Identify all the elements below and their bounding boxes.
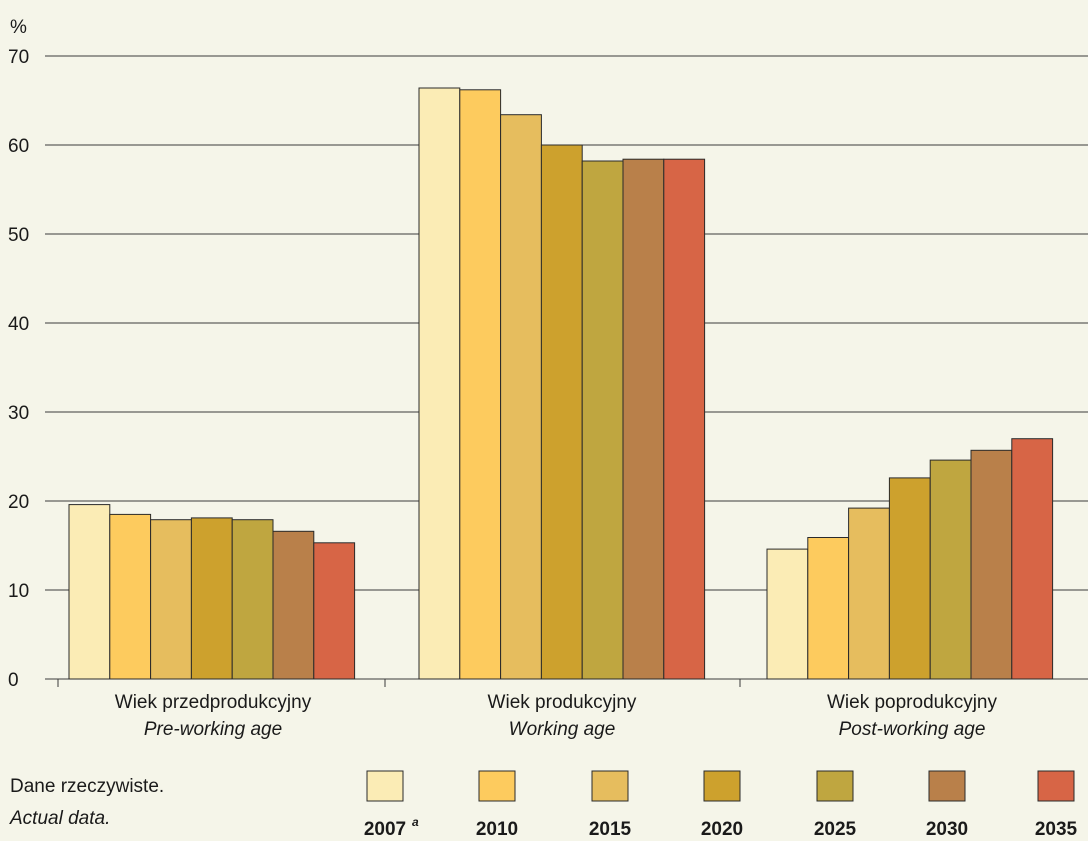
bar-2025-cat0	[231, 519, 274, 680]
bar-2030-cat0	[272, 530, 315, 680]
y-tick-label-40: 40	[8, 314, 29, 335]
footnote-english: Actual data.	[10, 808, 111, 829]
legend-label-2020: 2020	[701, 819, 743, 840]
legend-label-2025: 2025	[814, 819, 857, 840]
y-tick-label-60: 60	[8, 136, 29, 157]
bar-2035-cat2	[1011, 438, 1054, 680]
bar-2010-cat2	[807, 537, 850, 680]
bar-2015-cat0	[150, 519, 192, 680]
category-label-en-2: Post-working age	[839, 719, 986, 740]
y-unit-label: %	[10, 17, 27, 38]
legend-swatch-2007	[366, 770, 404, 802]
y-tick-label-20: 20	[8, 492, 29, 513]
bar-2007-cat2	[766, 548, 809, 680]
bar-2020-cat0	[190, 517, 233, 680]
legend-swatch-2010	[478, 770, 516, 802]
legend-swatch-2030	[928, 770, 966, 802]
category-label-pl-0: Wiek przedprodukcyjny	[115, 692, 312, 713]
category-label-en-0: Pre-working age	[144, 719, 282, 740]
y-tick-label-0: 0	[8, 670, 19, 691]
bar-2010-cat0	[109, 513, 152, 680]
legend-label-2015: 2015	[589, 819, 632, 840]
bar-2015-cat1	[500, 114, 542, 680]
legend-label-2030: 2030	[926, 819, 968, 840]
bar-2007-cat1	[418, 87, 461, 680]
footnote-polish: Dane rzeczywiste.	[10, 776, 165, 797]
bar-2025-cat1	[581, 160, 624, 680]
y-tick-label-30: 30	[8, 403, 29, 424]
bar-2015-cat2	[848, 507, 890, 680]
bar-2025-cat2	[929, 459, 972, 680]
y-tick-label-70: 70	[8, 47, 29, 68]
y-tick-label-50: 50	[8, 225, 29, 246]
y-tick-label-10: 10	[8, 581, 29, 602]
bar-2020-cat2	[888, 477, 931, 680]
legend-label-2035: 2035	[1035, 819, 1078, 840]
bar-2030-cat2	[970, 449, 1013, 680]
category-labels: Wiek przedprodukcyjny Pre-working age Wiek…	[115, 692, 998, 740]
legend: 2007 a 2010 2015 2020 2025 2030 2035	[364, 770, 1078, 840]
legend-swatch-2015	[591, 770, 629, 802]
bar-2035-cat0	[313, 542, 356, 680]
bars	[68, 87, 1054, 680]
legend-swatch-2035	[1037, 770, 1075, 802]
legend-label-2010: 2010	[476, 819, 518, 840]
bar-2030-cat1	[622, 158, 665, 680]
category-label-pl-1: Wiek produkcyjny	[488, 692, 637, 713]
category-label-en-1: Working age	[509, 719, 616, 740]
bar-2035-cat1	[663, 158, 706, 680]
bar-2010-cat1	[459, 89, 502, 680]
bar-2007-cat0	[68, 504, 111, 680]
legend-label-2007: 2007	[364, 819, 406, 840]
legend-swatch-2025	[816, 770, 854, 802]
legend-note-2007: a	[412, 815, 419, 829]
bar-2020-cat1	[540, 144, 583, 680]
category-label-pl-2: Wiek poprodukcyjny	[827, 692, 998, 713]
legend-swatch-2020	[703, 770, 741, 802]
